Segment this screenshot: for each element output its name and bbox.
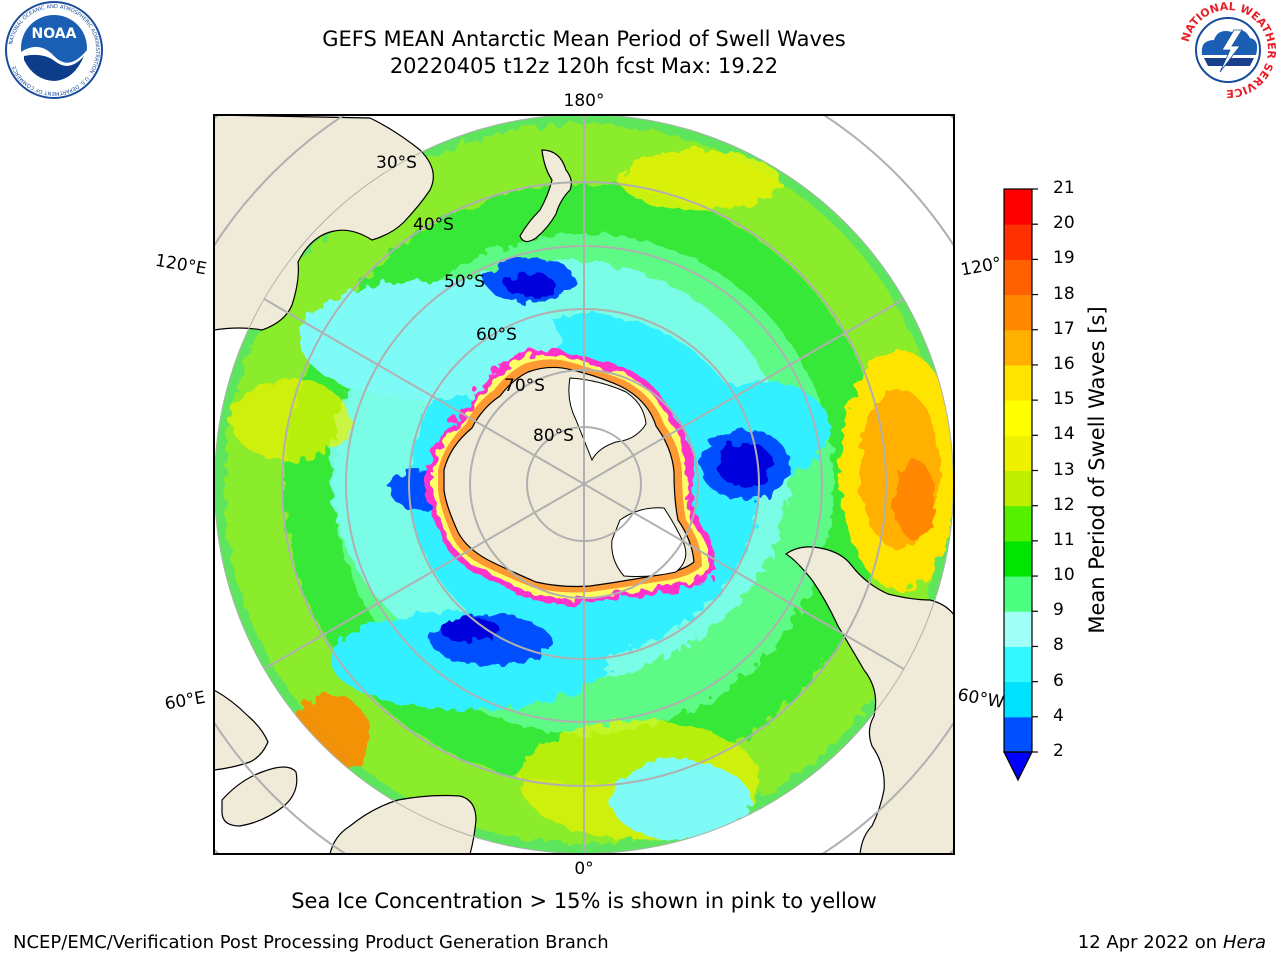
colorbar-segment (1004, 470, 1032, 507)
graticule (214, 114, 954, 854)
colorbar-segment (1004, 189, 1032, 225)
colorbar-segment (1004, 576, 1032, 612)
lat-label-50s: 50°S (444, 272, 485, 292)
colorbar-segment (1004, 294, 1032, 331)
lat-label-60s: 60°S (476, 325, 517, 345)
lon-label-60e: 60°E (163, 688, 207, 715)
colorbar-segment (1004, 259, 1032, 296)
colorbar-tick-label: 13 (1053, 459, 1075, 480)
colorbar-tick-label: 16 (1053, 353, 1075, 374)
map-subtitle: 20220405 t12z 120h fcst Max: 19.22 (389, 54, 779, 78)
colorbar-tick-label: 15 (1053, 389, 1075, 410)
colorbar-segment (1004, 329, 1032, 366)
lon-label-60w: 60°W (956, 685, 1006, 713)
map-title: GEFS MEAN Antarctic Mean Period of Swell… (322, 27, 846, 51)
nws-logo: NATIONAL WEATHER SERVICE (1179, 0, 1278, 100)
land-africa (214, 689, 269, 771)
ice-shelf-ross (568, 377, 647, 462)
colorbar-extend-arrow (1003, 751, 1033, 782)
noaa-logo: NOAA NATIONAL OCEANIC AND ATMOSPHERIC AD… (5, 1, 103, 99)
lat-label-70s: 70°S (504, 376, 545, 396)
colorbar-tick-label: 8 (1053, 635, 1064, 656)
colorbar-tick-label: 4 (1053, 705, 1064, 726)
colorbar-tick-label: 20 (1053, 213, 1075, 234)
colorbar-tick-label: 9 (1053, 600, 1064, 621)
colorbar-segment (1004, 716, 1032, 753)
run-date: 12 Apr 2022 on (1077, 932, 1223, 953)
colorbar-tick-label: 2 (1053, 741, 1064, 761)
colorbar-tick-label: 6 (1053, 670, 1064, 691)
colorbar-tick-label: 14 (1053, 424, 1075, 445)
colorbar-segment (1004, 505, 1032, 542)
colorbar-tick-label: 11 (1053, 529, 1075, 550)
colorbar-title: Mean Period of Swell Waves [s] (1085, 306, 1109, 634)
lat-label-30s: 30°S (376, 153, 417, 173)
land-madagascar (221, 766, 298, 827)
colorbar-tick-label: 19 (1053, 248, 1075, 269)
colorbar-segment (1004, 646, 1032, 683)
colorbar-tick-label: 17 (1053, 318, 1075, 339)
lon-label-0: 0° (574, 859, 593, 879)
colorbar-tick-label: 12 (1053, 494, 1075, 515)
colorbar-segment (1004, 435, 1032, 471)
lon-label-120e: 120°E (154, 251, 208, 280)
noaa-logo-text: NOAA (32, 26, 77, 42)
sea-ice-note: Sea Ice Concentration > 15% is shown in … (291, 889, 877, 913)
colorbar-segment (1004, 611, 1032, 647)
colorbar-tick-label: 18 (1053, 283, 1075, 304)
lon-label-120w: 120° (959, 254, 1003, 281)
ice-shelf-weddell (611, 507, 687, 577)
colorbar-segment (1004, 224, 1032, 260)
footer-credit: NCEP/EMC/Verification Post Processing Pr… (13, 932, 609, 953)
lat-label-80s: 80°S (533, 426, 574, 446)
colorbar-tick-label: 21 (1053, 178, 1075, 198)
colorbar-segment (1004, 400, 1032, 436)
colorbar-segment (1004, 364, 1032, 401)
colorbar-segment (1004, 681, 1032, 718)
footer-run-info: 12 Apr 2022 on Hera (1078, 932, 1266, 953)
lon-label-180: 180° (564, 91, 605, 111)
machine-name: Hera (1222, 932, 1266, 953)
colorbar-segment (1004, 540, 1032, 577)
colorbar-tick-label: 10 (1053, 565, 1075, 586)
lat-label-40s: 40°S (413, 215, 454, 235)
colorbar (1003, 188, 1038, 782)
